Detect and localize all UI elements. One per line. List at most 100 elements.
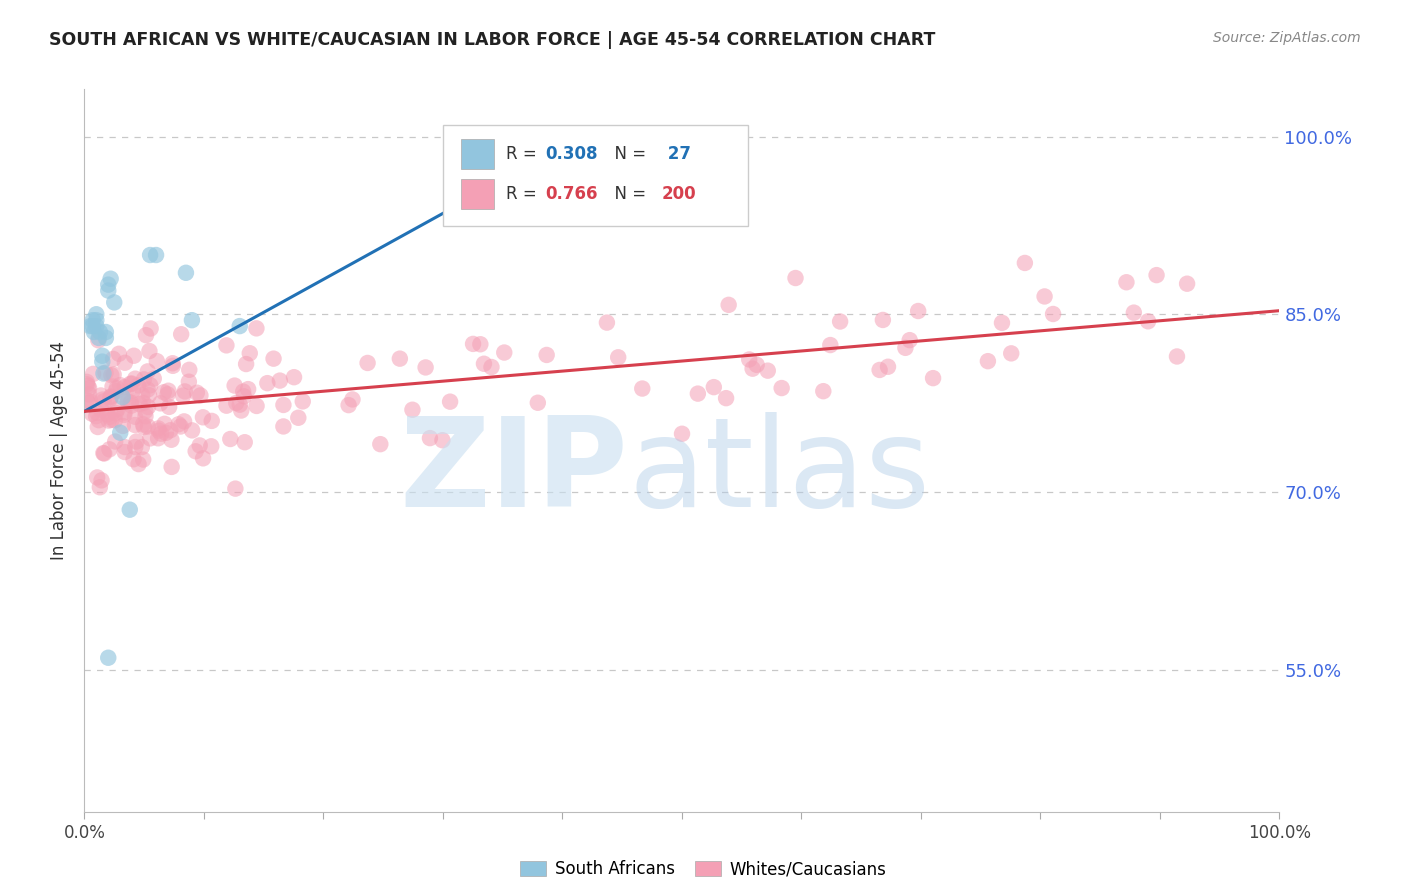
Point bbox=[174, 266, 197, 280]
Point bbox=[93, 367, 115, 381]
Point bbox=[124, 409, 146, 424]
Point bbox=[191, 451, 214, 466]
Point bbox=[86, 307, 108, 321]
Point bbox=[152, 385, 174, 400]
Point bbox=[84, 409, 107, 424]
Point bbox=[388, 351, 411, 366]
Point bbox=[153, 417, 176, 431]
Point bbox=[263, 351, 285, 366]
Point bbox=[91, 392, 114, 407]
Point bbox=[494, 345, 516, 359]
Point bbox=[224, 482, 246, 496]
Point bbox=[229, 319, 252, 334]
Point bbox=[135, 328, 157, 343]
Point bbox=[98, 409, 121, 424]
Point bbox=[93, 446, 115, 460]
Point bbox=[132, 452, 155, 467]
Point bbox=[114, 380, 136, 394]
Point bbox=[87, 333, 110, 347]
Point bbox=[148, 424, 170, 438]
Point bbox=[156, 387, 179, 401]
Text: 27: 27 bbox=[662, 145, 690, 163]
Point bbox=[536, 348, 558, 362]
Point bbox=[91, 354, 114, 368]
Point bbox=[273, 419, 295, 434]
Point bbox=[145, 248, 167, 262]
Point bbox=[121, 399, 143, 413]
Point bbox=[1014, 256, 1036, 270]
Point bbox=[139, 378, 162, 392]
Point bbox=[132, 417, 155, 432]
Point bbox=[233, 435, 256, 450]
Point bbox=[89, 325, 111, 339]
Point bbox=[245, 399, 267, 413]
Point bbox=[122, 452, 145, 467]
Point bbox=[103, 295, 125, 310]
Point bbox=[131, 388, 153, 402]
Point bbox=[232, 389, 254, 403]
Text: R =: R = bbox=[506, 145, 543, 163]
Point bbox=[79, 319, 101, 334]
Point bbox=[472, 357, 495, 371]
Point bbox=[922, 371, 945, 385]
Point bbox=[93, 394, 115, 409]
Point bbox=[155, 425, 177, 440]
Point bbox=[785, 271, 807, 285]
Point bbox=[77, 381, 100, 395]
Point bbox=[235, 357, 257, 371]
Point bbox=[273, 398, 295, 412]
Point bbox=[134, 409, 156, 424]
Point bbox=[98, 392, 121, 406]
Point bbox=[173, 414, 195, 428]
Bar bbox=[461, 139, 495, 169]
Point bbox=[1033, 289, 1056, 303]
Point bbox=[157, 384, 180, 398]
Point bbox=[87, 413, 110, 427]
Point bbox=[269, 374, 291, 388]
Point bbox=[872, 313, 894, 327]
Point bbox=[112, 408, 135, 422]
Point bbox=[232, 384, 254, 399]
Point bbox=[138, 388, 160, 402]
Point bbox=[136, 364, 159, 378]
Point bbox=[162, 356, 184, 370]
Point bbox=[1115, 275, 1137, 289]
Point bbox=[231, 403, 253, 417]
Text: atlas: atlas bbox=[628, 411, 931, 533]
Text: 0.308: 0.308 bbox=[546, 145, 598, 163]
Point bbox=[631, 382, 654, 396]
Point bbox=[190, 388, 212, 402]
Point bbox=[179, 363, 201, 377]
Point bbox=[82, 367, 104, 381]
Point bbox=[100, 389, 122, 403]
Point bbox=[256, 376, 278, 391]
Point bbox=[1166, 350, 1188, 364]
Point bbox=[201, 414, 224, 428]
Point bbox=[86, 319, 108, 334]
Point bbox=[291, 394, 314, 409]
Point bbox=[184, 444, 207, 458]
Point bbox=[136, 383, 159, 397]
Point bbox=[287, 410, 309, 425]
Point bbox=[686, 386, 709, 401]
Point bbox=[132, 372, 155, 386]
Point bbox=[157, 400, 180, 414]
Bar bbox=[461, 178, 495, 209]
Point bbox=[79, 394, 101, 409]
Point bbox=[86, 313, 108, 327]
Point bbox=[97, 650, 120, 665]
Point bbox=[122, 349, 145, 363]
Point bbox=[124, 372, 146, 386]
Point bbox=[146, 431, 169, 445]
Point bbox=[173, 384, 195, 399]
Point bbox=[225, 396, 247, 410]
Point bbox=[741, 361, 763, 376]
Point bbox=[82, 319, 104, 334]
Point bbox=[111, 390, 134, 404]
Point bbox=[439, 394, 461, 409]
Point bbox=[169, 419, 191, 434]
Point bbox=[76, 375, 98, 389]
Point bbox=[1042, 307, 1064, 321]
Point bbox=[596, 316, 619, 330]
Point bbox=[128, 397, 150, 411]
